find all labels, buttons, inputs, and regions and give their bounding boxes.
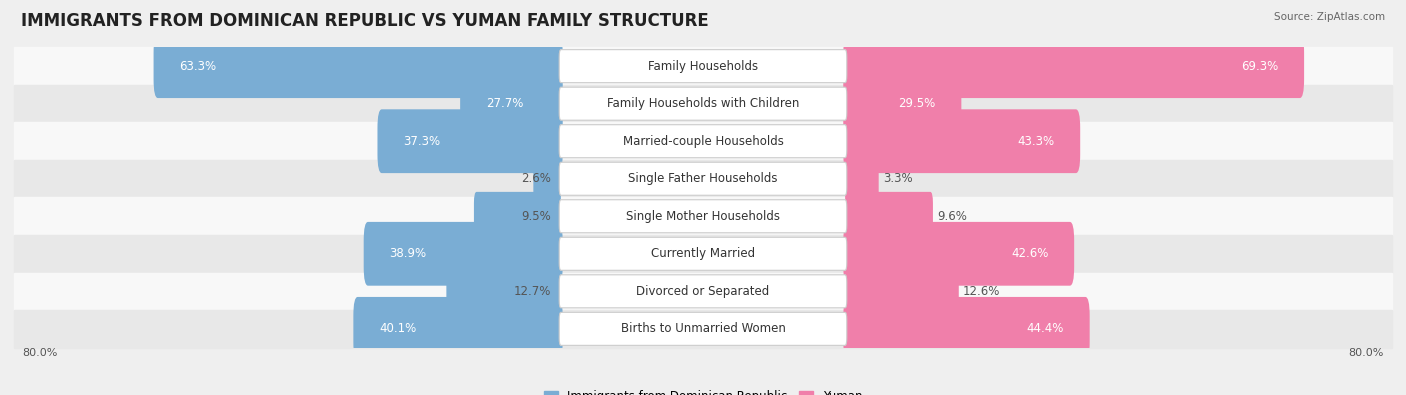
Text: Divorced or Separated: Divorced or Separated [637,285,769,298]
FancyBboxPatch shape [377,109,562,173]
Text: Family Households: Family Households [648,60,758,73]
FancyBboxPatch shape [560,125,846,158]
FancyBboxPatch shape [353,297,562,361]
FancyBboxPatch shape [364,222,562,286]
Text: 42.6%: 42.6% [1011,247,1049,260]
Text: 80.0%: 80.0% [1348,348,1384,358]
Text: 9.6%: 9.6% [938,210,967,223]
Text: 80.0%: 80.0% [22,348,58,358]
Bar [14,160,1392,198]
FancyBboxPatch shape [560,275,846,308]
Bar [14,85,1392,122]
FancyBboxPatch shape [844,297,1090,361]
Text: Single Mother Households: Single Mother Households [626,210,780,223]
FancyBboxPatch shape [844,72,962,135]
Text: Single Father Households: Single Father Households [628,172,778,185]
Bar [14,122,1392,160]
Text: 69.3%: 69.3% [1241,60,1278,73]
Text: 44.4%: 44.4% [1026,322,1064,335]
FancyBboxPatch shape [560,312,846,345]
FancyBboxPatch shape [153,34,562,98]
FancyBboxPatch shape [844,109,1080,173]
Bar [14,235,1392,273]
Text: Married-couple Households: Married-couple Households [623,135,783,148]
Text: 29.5%: 29.5% [898,97,935,110]
Text: 38.9%: 38.9% [389,247,426,260]
Text: Source: ZipAtlas.com: Source: ZipAtlas.com [1274,12,1385,22]
Bar [14,273,1392,310]
Text: Family Households with Children: Family Households with Children [607,97,799,110]
FancyBboxPatch shape [844,222,1074,286]
FancyBboxPatch shape [560,200,846,233]
FancyBboxPatch shape [560,162,846,195]
FancyBboxPatch shape [844,34,1305,98]
Text: Births to Unmarried Women: Births to Unmarried Women [620,322,786,335]
Text: Currently Married: Currently Married [651,247,755,260]
FancyBboxPatch shape [845,267,959,316]
Bar [14,47,1392,85]
Text: 37.3%: 37.3% [404,135,440,148]
FancyBboxPatch shape [533,154,561,203]
FancyBboxPatch shape [446,267,561,316]
Bar [14,310,1392,348]
FancyBboxPatch shape [560,87,846,120]
FancyBboxPatch shape [560,50,846,83]
FancyBboxPatch shape [845,192,934,241]
Text: 63.3%: 63.3% [180,60,217,73]
Text: 2.6%: 2.6% [522,172,551,185]
Bar [14,198,1392,235]
Text: 27.7%: 27.7% [486,97,523,110]
Text: 12.7%: 12.7% [515,285,551,298]
Text: 12.6%: 12.6% [963,285,1001,298]
Text: 3.3%: 3.3% [883,172,912,185]
FancyBboxPatch shape [474,192,561,241]
Text: IMMIGRANTS FROM DOMINICAN REPUBLIC VS YUMAN FAMILY STRUCTURE: IMMIGRANTS FROM DOMINICAN REPUBLIC VS YU… [21,12,709,30]
Legend: Immigrants from Dominican Republic, Yuman: Immigrants from Dominican Republic, Yuma… [538,385,868,395]
Text: 40.1%: 40.1% [380,322,416,335]
FancyBboxPatch shape [845,154,879,203]
FancyBboxPatch shape [460,72,562,135]
Text: 9.5%: 9.5% [522,210,551,223]
Text: 43.3%: 43.3% [1017,135,1054,148]
FancyBboxPatch shape [560,237,846,270]
